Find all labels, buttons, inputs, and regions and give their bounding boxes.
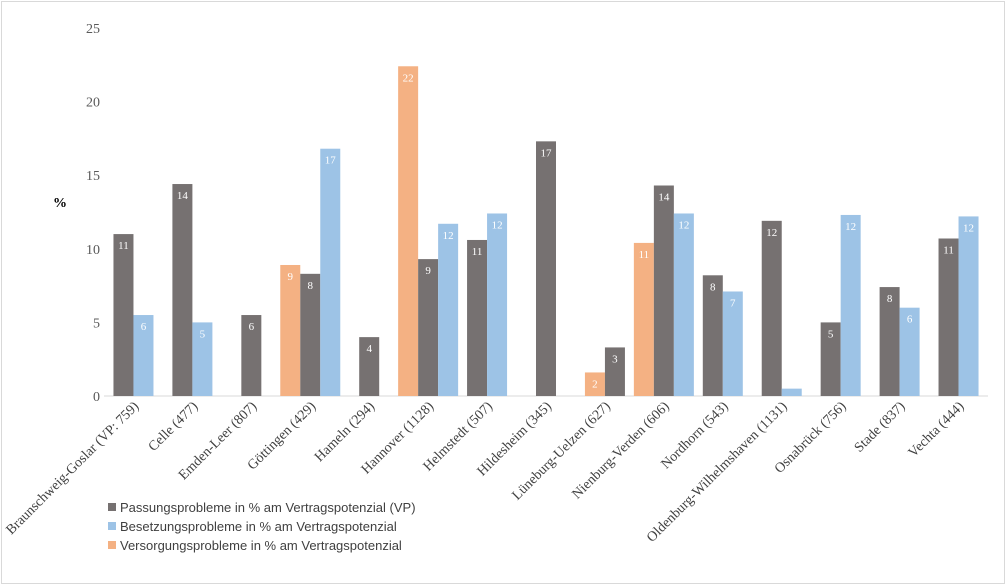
bar (899, 307, 920, 396)
y-tick-label: 20 (86, 96, 100, 111)
x-category-label: Braunschweig-Goslar (VP: 759) (4, 399, 143, 538)
data-label: 11 (639, 249, 650, 261)
legend-swatch (108, 522, 116, 530)
y-tick-label: 5 (93, 316, 100, 331)
data-label: 12 (492, 219, 503, 231)
data-label: 8 (308, 280, 314, 292)
data-label: 6 (249, 321, 255, 333)
y-tick-label: 10 (86, 243, 100, 258)
legend-label: Besetzungsprobleme in % am Vertragspoten… (120, 519, 397, 534)
bar (673, 213, 694, 396)
y-tick-label: 25 (86, 22, 100, 37)
legend-label: Versorgungsprobleme in % am Vertragspote… (120, 538, 402, 553)
bar (320, 148, 341, 396)
bar (133, 315, 154, 396)
bar (241, 315, 262, 396)
data-label: 5 (200, 328, 206, 340)
legend: Passungsprobleme in % am Vertragspotenzi… (108, 500, 416, 553)
bar (702, 275, 723, 396)
data-label: 5 (828, 328, 834, 340)
data-label: 17 (325, 155, 337, 167)
bar (467, 239, 488, 396)
data-label: 14 (658, 192, 670, 204)
bar (958, 216, 979, 396)
bar (938, 238, 959, 396)
data-label: 2 (592, 378, 598, 390)
legend-swatch (108, 541, 116, 549)
data-label: 12 (443, 230, 454, 242)
data-label: 12 (678, 219, 689, 231)
x-category-label: Hameln (294) (312, 399, 378, 465)
data-label: 17 (541, 147, 553, 159)
x-category-label: Stade (837) (852, 399, 909, 456)
bar (280, 264, 301, 396)
data-label: 4 (366, 343, 372, 355)
x-category-label: Celle (477) (146, 399, 202, 455)
x-category-label: Lüneburg-Uelzen (627) (510, 399, 614, 503)
bar (418, 259, 439, 396)
y-axis-label: % (53, 196, 67, 211)
bars: 11 6 14 5 6 9 8 17 4 22 9 12 11 12 17 2 3 11 14 12 8 7 12 5 12 8 6… (113, 66, 979, 396)
data-label: 9 (288, 271, 294, 283)
data-label: 14 (177, 190, 189, 202)
data-label: 7 (730, 297, 736, 309)
x-category-label: Nienburg-Verden (606) (570, 399, 673, 502)
bar (300, 273, 321, 396)
y-tick-label: 15 (86, 169, 100, 184)
data-label: 8 (710, 281, 716, 293)
data-label: 22 (403, 72, 414, 84)
bar (633, 242, 654, 396)
bar (820, 322, 841, 396)
data-label: 11 (472, 246, 483, 258)
data-label: 9 (425, 265, 431, 277)
bar (781, 388, 802, 396)
data-label: 12 (766, 227, 777, 239)
bar (398, 66, 419, 396)
y-tick-label: 0 (93, 390, 100, 405)
data-label: 6 (141, 321, 147, 333)
bar (879, 287, 900, 396)
data-label: 3 (612, 353, 618, 365)
legend-label: Passungsprobleme in % am Vertragspotenzi… (120, 500, 416, 515)
data-label: 12 (845, 221, 856, 233)
bar (172, 184, 193, 396)
bar (536, 141, 556, 396)
legend-swatch (108, 503, 116, 511)
data-label: 8 (887, 293, 893, 305)
bar (722, 291, 743, 396)
bar (192, 322, 213, 396)
data-label: 12 (963, 222, 974, 234)
data-label: 6 (907, 314, 913, 326)
bar (840, 214, 861, 396)
bar (438, 223, 459, 396)
data-label: 11 (943, 244, 954, 256)
x-category-label: Vechta (444) (906, 399, 968, 461)
bar (584, 372, 605, 396)
bar (761, 220, 782, 396)
bar (653, 185, 674, 396)
data-label: 11 (118, 240, 129, 252)
bar (359, 337, 380, 396)
bar (113, 234, 134, 396)
bar (487, 213, 508, 396)
bar (604, 347, 625, 396)
